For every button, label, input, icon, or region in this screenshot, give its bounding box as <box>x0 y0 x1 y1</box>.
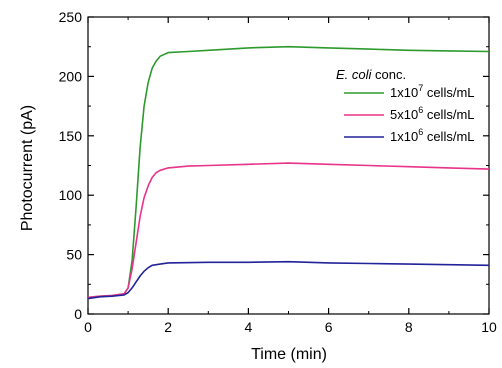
legend-base: 1x10 <box>390 129 418 144</box>
x-tick-label: 2 <box>164 319 172 335</box>
y-tick-label: 150 <box>59 128 83 144</box>
legend-unit: cells/mL <box>423 107 474 122</box>
legend-exponent: 7 <box>418 83 423 93</box>
legend-title-italic: E. coli <box>336 67 373 82</box>
legend-entry-0: 1x107 cells/mL <box>390 83 475 100</box>
legend-title: E. coli conc. <box>336 67 406 82</box>
x-tick-label: 4 <box>245 319 253 335</box>
legend-base: 5x10 <box>390 107 418 122</box>
x-tick-label: 6 <box>325 319 333 335</box>
y-tick-label: 250 <box>59 9 83 25</box>
x-tick-label: 10 <box>481 319 497 335</box>
legend-entry-2: 1x106 cells/mL <box>390 127 475 144</box>
plot-frame <box>87 16 490 315</box>
legend-base: 1x10 <box>390 85 418 100</box>
y-tick-label: 100 <box>59 187 83 203</box>
legend-unit: cells/mL <box>423 85 474 100</box>
y-tick-label: 0 <box>74 306 82 322</box>
series-line-2 <box>87 260 490 300</box>
legend-exponent: 6 <box>418 127 423 137</box>
legend-entry-1: 5x106 cells/mL <box>390 105 475 122</box>
x-axis-title: Time (min) <box>251 346 327 363</box>
legend-title-rest: conc. <box>371 67 406 82</box>
legend-exponent: 6 <box>418 105 423 115</box>
series-layer <box>87 45 490 300</box>
x-tick-label: 8 <box>405 319 413 335</box>
y-tick-label: 200 <box>59 68 83 84</box>
legend-unit: cells/mL <box>423 129 474 144</box>
y-tick-label: 50 <box>66 247 82 263</box>
y-axis-title: Photocurrent (pA) <box>19 105 36 231</box>
series-line-1 <box>87 162 490 299</box>
x-tick-label: 0 <box>84 319 92 335</box>
